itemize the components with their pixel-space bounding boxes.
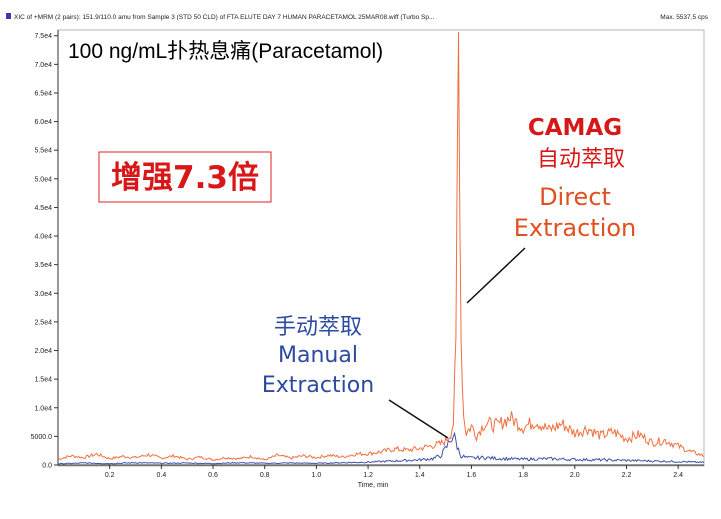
- x-tick-label: 1.2: [363, 472, 373, 479]
- auto-extraction-label: 自动萃取: [537, 147, 625, 172]
- manual-cn-label: 手动萃取: [274, 315, 362, 340]
- direct-label-line2: Extraction: [514, 214, 637, 242]
- direct-pointer-line: [466, 247, 526, 304]
- series-line-direct-extraction: [57, 31, 705, 462]
- x-tick-label: 2.2: [622, 472, 632, 479]
- y-tick-label: 7.0e4: [34, 62, 52, 69]
- y-tick-label: 6.0e4: [34, 119, 52, 126]
- y-tick-label: 1.0e4: [34, 405, 52, 412]
- manual-label-line1: Manual: [278, 343, 358, 368]
- x-tick-label: 2.4: [673, 472, 683, 479]
- x-tick-label: 0.8: [260, 472, 270, 479]
- x-tick-label: 0.4: [156, 472, 166, 479]
- axis-ticks: 0.0 5000.0 1.0e4 1.5e4 2.0e4 2.5e4 3.0e4 3.5e4 4…: [31, 33, 684, 479]
- x-tick-label: 0.2: [105, 472, 115, 479]
- y-tick-label: 5.5e4: [34, 148, 52, 155]
- manual-pointer-line: [388, 399, 449, 439]
- header-marker-icon: [6, 13, 11, 19]
- y-tick-label: 1.5e4: [34, 377, 52, 384]
- y-tick-label: 4.5e4: [34, 205, 52, 212]
- x-tick-label: 1.0: [312, 472, 322, 479]
- series-lines: [57, 31, 705, 465]
- x-tick-label: 1.6: [467, 472, 477, 479]
- enhancement-box: [98, 151, 272, 203]
- x-tick-label: 1.8: [518, 472, 528, 479]
- y-tick-label: 2.5e4: [34, 319, 52, 326]
- x-tick-label: 0.6: [208, 472, 218, 479]
- camag-label: CAMAG: [528, 115, 622, 141]
- series-line-manual-extraction: [57, 431, 705, 465]
- direct-label-line1: Direct: [539, 183, 611, 211]
- y-tick-label: 7.5e4: [34, 33, 52, 40]
- y-tick-label: 6.5e4: [34, 90, 52, 97]
- x-axis-label: Time, min: [358, 482, 389, 489]
- y-tick-label: 5.0e4: [34, 176, 52, 183]
- header-left-text: XIC of +MRM (2 pairs): 151.9/110.0 amu f…: [14, 14, 435, 21]
- y-tick-label: 2.0e4: [34, 348, 52, 355]
- chart-title: 100 ng/mL扑热息痛(Paracetamol): [68, 40, 383, 63]
- x-tick-label: 2.0: [570, 472, 580, 479]
- y-tick-label: 4.0e4: [34, 234, 52, 241]
- y-tick-label: 3.0e4: [34, 291, 52, 298]
- y-tick-label: 3.5e4: [34, 262, 52, 269]
- x-tick-label: 1.4: [415, 472, 425, 479]
- y-tick-label: 0.0: [42, 463, 52, 470]
- header-right-text: Max. 5537.5 cps: [660, 14, 708, 21]
- manual-label-line2: Extraction: [262, 373, 374, 398]
- enhancement-label: 增强7.3倍: [111, 160, 259, 196]
- y-tick-label: 5000.0: [31, 434, 53, 441]
